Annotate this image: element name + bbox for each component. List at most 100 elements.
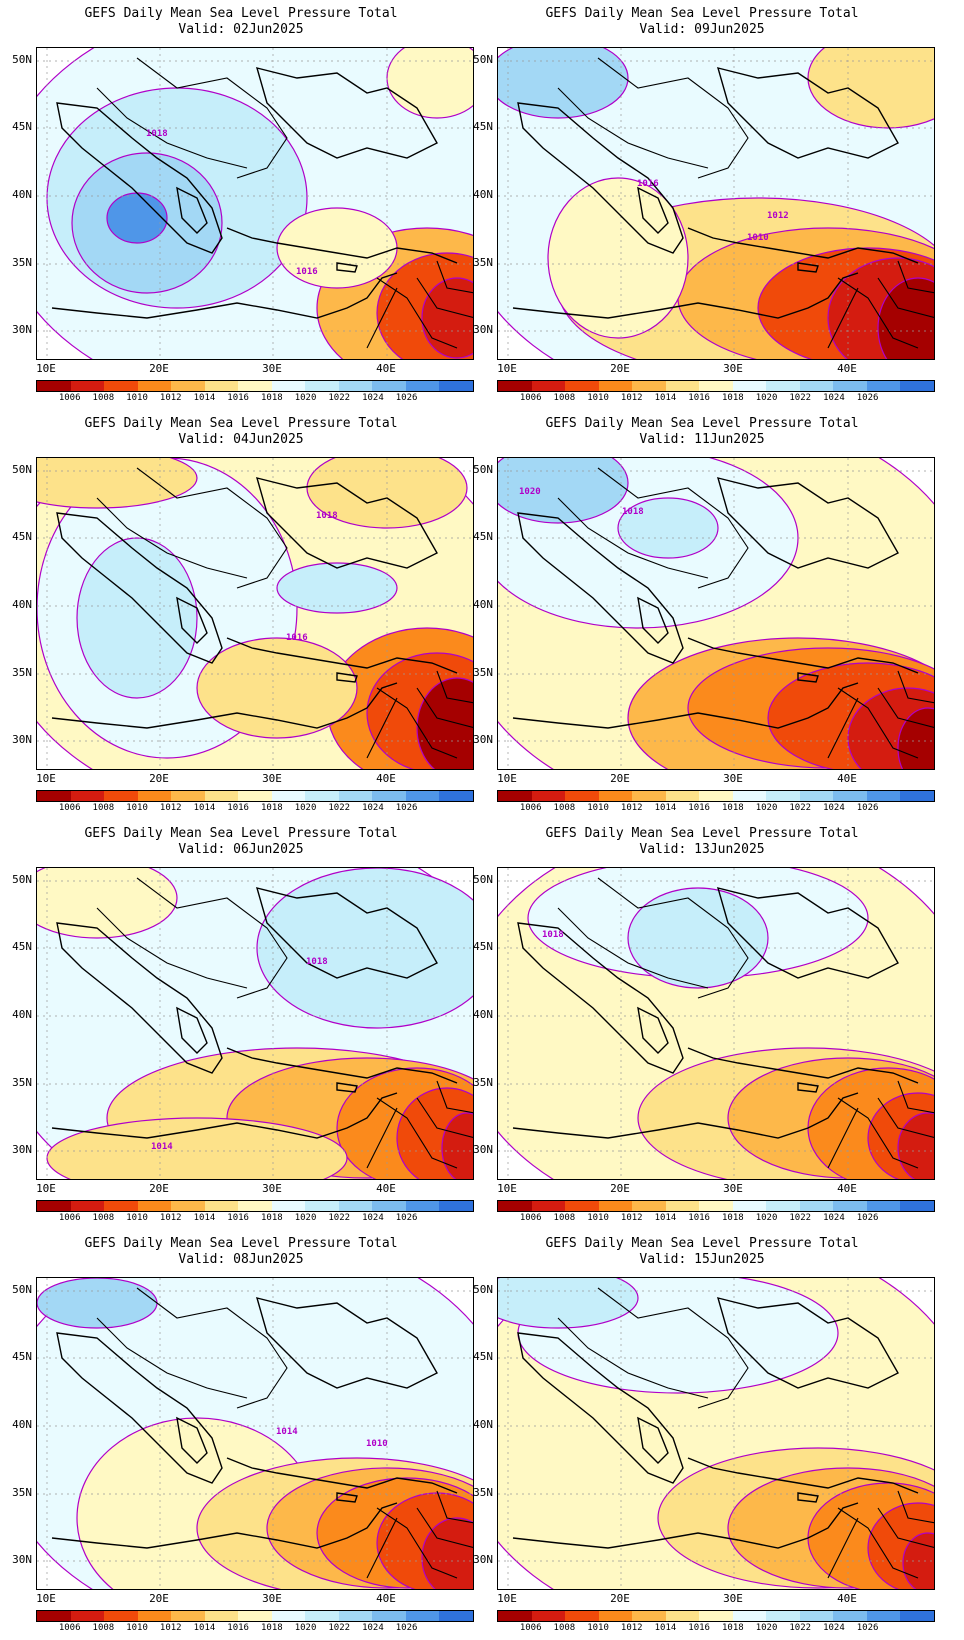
latitude-label: 30N (473, 1553, 493, 1566)
forecast-panel: GEFS Daily Mean Sea Level Pressure Total… (461, 0, 943, 410)
colorbar-swatch (137, 1611, 172, 1621)
colorbar-label: 1024 (823, 1213, 845, 1223)
colorbar-swatch (598, 791, 633, 801)
latitude-label: 50N (473, 53, 493, 66)
colorbar-swatch (271, 381, 306, 391)
longitude-label: 30E (723, 772, 743, 785)
pressure-shade (498, 458, 629, 524)
colorbar-label: 1018 (722, 1213, 744, 1223)
longitude-label: 40E (837, 1592, 857, 1605)
longitude-label: 20E (610, 362, 630, 375)
longitude-label: 20E (149, 1182, 169, 1195)
colorbar-swatch (732, 1201, 767, 1211)
contour-label: 1018 (306, 957, 328, 967)
coastline (512, 887, 919, 1139)
colorbar-swatch (699, 1611, 733, 1621)
colorbar-swatch (137, 381, 172, 391)
colorbar-swatch (171, 1201, 205, 1211)
colorbar-label: 1016 (688, 393, 710, 403)
colorbar-label: 1026 (395, 393, 418, 403)
pressure-map (497, 457, 935, 770)
colorbar-label: 1008 (92, 803, 115, 813)
colorbar-label: 1006 (519, 393, 542, 403)
latitude-label: 50N (12, 1283, 32, 1296)
colorbar (497, 790, 935, 802)
forecast-panel: GEFS Daily Mean Sea Level Pressure Total… (461, 820, 943, 1230)
colorbar-label: 1016 (688, 1213, 710, 1223)
colorbar-label: 1016 (688, 803, 710, 813)
colorbar (497, 380, 935, 392)
pressure-shade (37, 458, 198, 509)
forecast-panel: GEFS Daily Mean Sea Level Pressure Total… (0, 1230, 482, 1640)
colorbar-label: 1020 (755, 393, 778, 403)
latitude-label: 45N (12, 120, 32, 133)
colorbar-swatch (799, 1611, 834, 1621)
colorbar-swatch (565, 1611, 599, 1621)
colorbar-label: 1014 (654, 1623, 677, 1633)
colorbar-swatch (699, 1201, 733, 1211)
panel-title: GEFS Daily Mean Sea Level Pressure Total (545, 826, 859, 841)
colorbar-label: 1016 (227, 1623, 249, 1633)
colorbar-label: 1008 (553, 393, 576, 403)
colorbar-swatch (238, 1201, 272, 1211)
colorbar-label: 1016 (688, 1623, 710, 1633)
colorbar-swatch (565, 1201, 599, 1211)
colorbar-swatch (405, 1201, 440, 1211)
latitude-label: 50N (473, 463, 493, 476)
pressure-shade (76, 537, 198, 699)
longitude-label: 10E (497, 1182, 517, 1195)
colorbar-swatch (833, 381, 867, 391)
colorbar-label: 1026 (395, 1623, 418, 1633)
colorbar-label: 1024 (823, 803, 845, 813)
contour-label: 1020 (519, 487, 541, 497)
colorbar-swatch (833, 1201, 867, 1211)
latitude-label: 35N (473, 256, 493, 269)
longitude-label: 40E (376, 772, 396, 785)
colorbar-label: 1026 (856, 1623, 879, 1633)
colorbar-swatch (665, 1611, 700, 1621)
latitude-label: 50N (473, 1283, 493, 1296)
contour-label: 1016 (296, 267, 318, 277)
colorbar-swatch (338, 1611, 373, 1621)
longitude-label: 40E (376, 1182, 396, 1195)
colorbar-swatch (866, 1201, 901, 1211)
panel-title: GEFS Daily Mean Sea Level Pressure Total (84, 1236, 398, 1251)
forecast-panel: GEFS Daily Mean Sea Level Pressure Total… (0, 410, 482, 820)
colorbar-label: 1010 (126, 393, 148, 403)
colorbar-swatch (70, 381, 105, 391)
colorbar-swatch (799, 791, 834, 801)
colorbar-label: 1018 (261, 393, 283, 403)
contour-label: 1016 (286, 633, 308, 643)
panel-title: GEFS Daily Mean Sea Level Pressure Total (545, 6, 859, 21)
coastline (51, 477, 458, 729)
latitude-label: 40N (12, 1008, 32, 1021)
colorbar-swatch (833, 791, 867, 801)
colorbar-swatch (204, 381, 239, 391)
colorbar-label: 1024 (362, 803, 384, 813)
colorbar-swatch (204, 1611, 239, 1621)
colorbar-label: 1024 (362, 393, 384, 403)
colorbar-label: 1020 (294, 1213, 317, 1223)
colorbar-label: 1008 (553, 1213, 576, 1223)
longitude-label: 20E (610, 1592, 630, 1605)
latitude-label: 50N (12, 463, 32, 476)
colorbar-swatch (900, 1201, 934, 1211)
pressure-shade (627, 887, 769, 989)
colorbar (497, 1200, 935, 1212)
colorbar-swatch (372, 381, 406, 391)
longitude-label: 40E (837, 772, 857, 785)
colorbar (36, 1610, 474, 1622)
colorbar-swatch (565, 381, 599, 391)
colorbar-swatch (531, 1611, 566, 1621)
colorbar-swatch (137, 791, 172, 801)
colorbar-swatch (866, 791, 901, 801)
valid-date: Valid: 06Jun2025 (178, 842, 304, 857)
colorbar-label: 1024 (362, 1623, 384, 1633)
latitude-label: 40N (473, 1418, 493, 1431)
latitude-label: 35N (12, 1076, 32, 1089)
country-borders (557, 57, 934, 349)
pressure-map (497, 867, 935, 1180)
forecast-panel: GEFS Daily Mean Sea Level Pressure Total… (0, 0, 482, 410)
latitude-label: 35N (473, 1076, 493, 1089)
colorbar-label: 1022 (328, 803, 351, 813)
